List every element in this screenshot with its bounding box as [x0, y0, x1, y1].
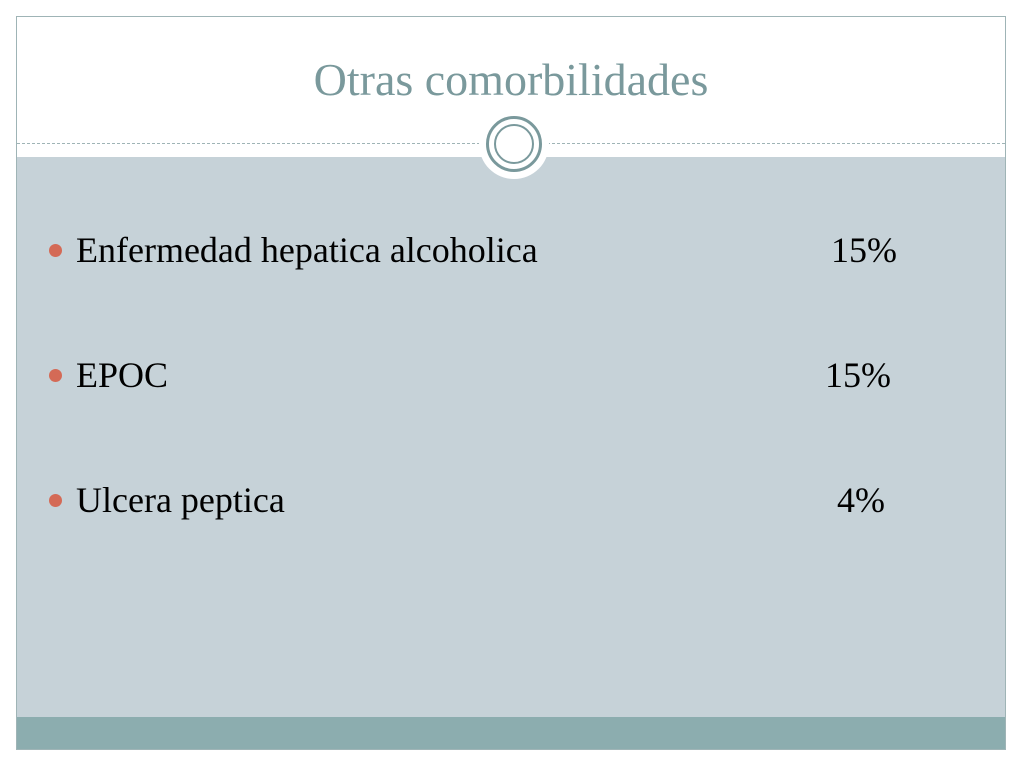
bullet-item: EPOC 15% — [49, 350, 949, 400]
ornament-inner-ring — [494, 124, 534, 164]
slide: Otras comorbilidades Enfermedad hepatica… — [16, 16, 1006, 750]
bullet-value: 15% — [825, 355, 891, 395]
bullet-dot-icon — [49, 369, 62, 382]
content-area: Enfermedad hepatica alcoholica 15% EPOC … — [17, 157, 1005, 717]
slide-title: Otras comorbilidades — [313, 54, 709, 105]
bullet-item: Ulcera peptica 4% — [49, 475, 949, 525]
bullet-label: Enfermedad hepatica alcoholica — [76, 230, 538, 270]
bullet-value: 15% — [831, 230, 897, 270]
bullet-dot-icon — [49, 244, 62, 257]
bullet-label: Ulcera peptica — [76, 480, 285, 520]
ornament-outer-ring — [486, 116, 542, 172]
circle-ornament-icon — [479, 109, 549, 179]
footer-band — [17, 717, 1005, 749]
bullet-label: EPOC — [76, 355, 169, 395]
bullet-value: 4% — [837, 480, 885, 520]
bullet-dot-icon — [49, 494, 62, 507]
bullet-item: Enfermedad hepatica alcoholica 15% — [49, 225, 949, 275]
